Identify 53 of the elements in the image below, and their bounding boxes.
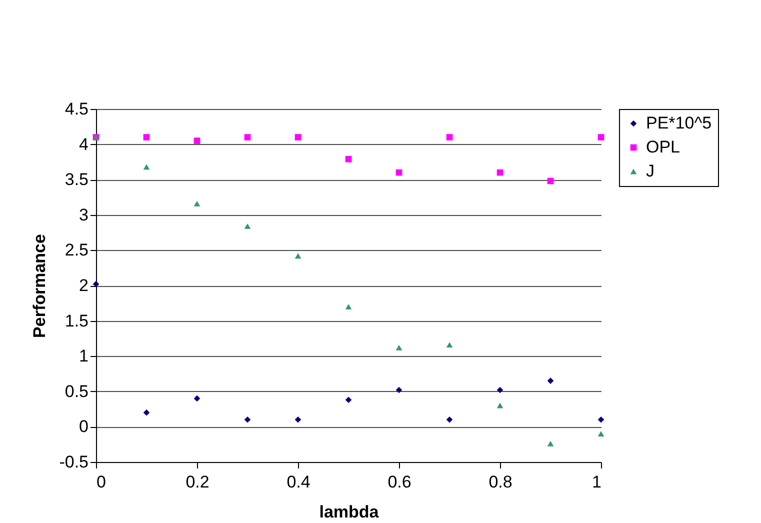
point bbox=[294, 416, 302, 423]
legend-label: PE*10^5 bbox=[646, 114, 712, 132]
point bbox=[598, 134, 604, 140]
point bbox=[294, 134, 302, 140]
y-tick-label: 2 bbox=[79, 276, 88, 295]
x-axis-title: lambda bbox=[319, 502, 380, 522]
point bbox=[396, 386, 402, 394]
y-tick-label: 3.5 bbox=[64, 170, 88, 190]
point bbox=[345, 396, 352, 404]
point bbox=[547, 440, 554, 446]
point bbox=[143, 134, 150, 140]
y-tick-label: -0.5 bbox=[59, 452, 88, 472]
point bbox=[496, 386, 504, 394]
x-tick-label: 0.2 bbox=[186, 472, 210, 492]
point bbox=[244, 223, 251, 229]
point bbox=[194, 395, 200, 402]
legend-label: OPL bbox=[646, 138, 680, 156]
x-tick-label: 0.4 bbox=[286, 472, 310, 492]
point bbox=[345, 304, 352, 310]
point bbox=[496, 169, 504, 176]
y-tick-label: 3 bbox=[79, 205, 88, 224]
y-tick-label: 2.5 bbox=[64, 240, 88, 260]
point bbox=[92, 280, 100, 288]
point bbox=[396, 169, 402, 176]
point bbox=[598, 431, 604, 436]
y-tick-label: 4 bbox=[79, 134, 88, 154]
y-tick-label: 4.5 bbox=[64, 100, 88, 118]
point bbox=[446, 416, 453, 423]
y-tick-label: 1 bbox=[79, 346, 88, 366]
y-tick-label: 1.5 bbox=[64, 311, 88, 330]
point bbox=[294, 253, 302, 259]
point bbox=[194, 200, 200, 206]
point bbox=[547, 378, 554, 384]
point bbox=[598, 416, 604, 423]
legend-label: J bbox=[646, 162, 654, 180]
y-tick-label: 0.5 bbox=[64, 382, 88, 401]
point bbox=[244, 416, 251, 423]
x-tick-label: 1 bbox=[592, 472, 602, 492]
point bbox=[446, 342, 453, 348]
point bbox=[143, 409, 150, 416]
x-tick-label: 0.8 bbox=[488, 472, 512, 492]
point bbox=[194, 138, 200, 144]
point bbox=[143, 164, 150, 170]
y-tick-label: 0 bbox=[79, 417, 88, 436]
point bbox=[446, 134, 453, 140]
point bbox=[547, 178, 554, 184]
x-tick-label: 0.6 bbox=[388, 472, 412, 492]
point bbox=[345, 156, 352, 162]
point bbox=[496, 402, 504, 408]
x-tick-label: 0 bbox=[96, 472, 106, 492]
point bbox=[244, 134, 251, 140]
point bbox=[396, 344, 402, 350]
y-axis-title: Performance bbox=[30, 234, 50, 338]
